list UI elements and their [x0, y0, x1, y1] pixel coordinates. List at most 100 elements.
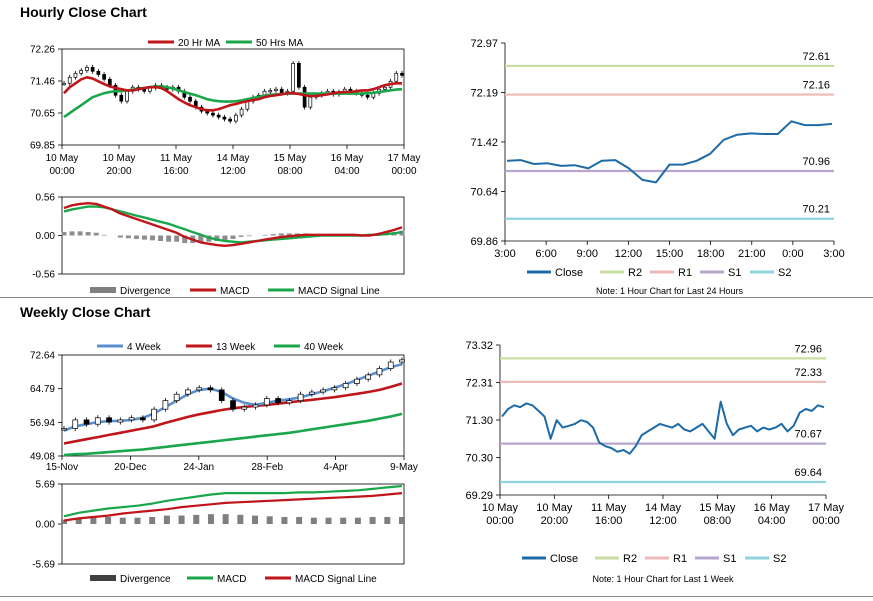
weekly-divergence-bar [193, 514, 200, 524]
hourly-price-candle [268, 90, 273, 93]
weekly-price-candle [106, 417, 112, 423]
weekly-macd-y-tick-label: 5.69 [36, 480, 56, 491]
hourly-price-y-tick-label: 72.26 [30, 45, 55, 56]
weekly-price-candle [263, 398, 270, 406]
legend-weekly-macd-signal-label: MACD Signal Line [295, 574, 377, 585]
hourly-price-x-tick-label: 14 May [217, 153, 250, 164]
weekly-1w-s2-value: 69.64 [794, 467, 822, 479]
hourly-price-x-tick-label: 17 May [388, 153, 421, 164]
hourly-divergence-bar [238, 235, 244, 237]
hourly-24h-x-tick-label: 6:00 [535, 248, 556, 260]
weekly-13-week-line [63, 382, 403, 445]
hourly-price-y-tick-label: 71.46 [30, 77, 55, 88]
hourly-24h-x-tick-label: 18:00 [697, 248, 725, 260]
legend-hourly-macd-label: MACD [220, 286, 249, 297]
hourly-24h-r2-value: 72.61 [802, 51, 830, 63]
weekly-divergence-bar [399, 516, 405, 524]
weekly-divergence-bar [281, 516, 288, 524]
hourly-24h-close-line [506, 120, 833, 184]
hourly-price-x-tick-label: 04:00 [334, 166, 359, 177]
weekly-price-candle [162, 400, 169, 410]
hourly-price-x-tick-label: 00:00 [391, 166, 416, 177]
weekly-1w-r1-value: 72.33 [794, 367, 822, 379]
hourly-24h-y-tick-label: 70.64 [470, 187, 498, 199]
hourly-price-candle [394, 72, 399, 82]
weekly-divergence-bar [178, 515, 185, 524]
weekly-price-y-tick-label: 49.08 [30, 452, 55, 463]
weekly-price-x-tick-label: 15-Nov [46, 462, 78, 473]
hourly-24h-x-tick-label: 9:00 [577, 248, 598, 260]
hourly-price-candle [234, 114, 238, 122]
weekly-price-x-tick-label: 9-May [390, 462, 418, 473]
legend-weekly-macd-label: MACD [217, 574, 246, 585]
hourly-divergence-bar [286, 233, 292, 236]
weekly-price-candle [151, 408, 157, 421]
weekly-price-candle [207, 387, 214, 391]
weekly-divergence-bar [340, 517, 347, 524]
weekly-price-candle [252, 404, 259, 408]
weekly-price-candle [297, 393, 304, 401]
hourly-price-candle [216, 114, 221, 118]
weekly-price-candle [354, 378, 360, 384]
hourly-price-candle [96, 70, 101, 75]
weekly-price-x-tick-label: 28-Feb [251, 462, 283, 473]
hourly-divergence-bar [61, 232, 67, 236]
weekly-price-candle [376, 368, 383, 376]
weekly-divergence-bar [310, 517, 317, 524]
weekly-price-candle [128, 417, 135, 421]
weekly-price-x-tick-label: 24-Jan [184, 462, 215, 473]
hourly-24h-x-tick-label: 0:00 [782, 248, 803, 260]
hourly-price-candle [228, 118, 232, 122]
hourly-50hr-ma-line [63, 85, 403, 119]
weekly-1w-x-tick-label: 17 May [808, 502, 845, 514]
hourly-price-candle [211, 112, 215, 116]
legend-hourly-macd-signal-label: MACD Signal Line [298, 286, 380, 297]
hourly-divergence-bar [230, 235, 236, 239]
weekly-1w-x-tick-label: 00:00 [486, 515, 514, 527]
weekly-1w-x-tick-label: 16 May [754, 502, 791, 514]
hourly-24h-legend-label: S1 [728, 267, 741, 279]
hourly-24h-x-tick-label: 3:00 [494, 248, 515, 260]
hourly-divergence-bar [125, 235, 131, 239]
hourly-24h-x-tick-label: 12:00 [615, 248, 643, 260]
weekly-1w-close-line [501, 400, 825, 455]
hourly-price-candle [222, 116, 227, 120]
weekly-price-plot [61, 354, 405, 457]
weekly-divergence-bar [369, 516, 376, 524]
weekly-divergence-bar [354, 517, 361, 524]
hourly-section-title: Hourly Close Chart [20, 4, 147, 20]
weekly-divergence-bar [237, 514, 244, 524]
hourly-20hr-ma-line [63, 76, 402, 112]
weekly-price-candle [320, 389, 326, 393]
hourly-24h-x-tick-label: 3:00 [823, 248, 844, 260]
weekly-1w-x-tick-label: 08:00 [704, 515, 732, 527]
weekly-divergence-bar [266, 516, 273, 524]
weekly-price-candle [185, 389, 191, 395]
weekly-1w-x-tick-label: 14 May [645, 502, 682, 514]
hourly-24h-note: Note: 1 Hour Chart for Last 24 Hours [596, 286, 744, 296]
hourly-24h-legend-label: R2 [628, 267, 642, 279]
hourly-price-candle [274, 88, 278, 92]
weekly-1w-x-tick-label: 00:00 [812, 515, 840, 527]
hourly-price-x-tick-label: 11 May [160, 153, 192, 164]
hourly-price-candle [188, 96, 192, 102]
hourly-24h-x-tick-label: 21:00 [738, 248, 766, 260]
hourly-price-candle [365, 94, 370, 98]
weekly-divergence-bar [119, 517, 126, 524]
weekly-1w-x-tick-label: 10 May [482, 502, 519, 514]
weekly-price-candle [399, 359, 405, 363]
hourly-price-candle [62, 82, 66, 86]
hourly-macd-y-tick-label: 0.56 [36, 193, 56, 204]
hourly-price-x-tick-label: 12:00 [220, 166, 245, 177]
hourly-divergence-bar [77, 231, 83, 236]
weekly-price-x-tick-label: 4-Apr [323, 462, 348, 473]
weekly-1w-x-tick-label: 10 May [536, 502, 573, 514]
weekly-price-candle [94, 417, 101, 425]
weekly-1w-y-tick-label: 69.29 [465, 490, 493, 502]
hourly-price-candle [382, 86, 387, 90]
hourly-price-candle [73, 72, 78, 78]
hourly-divergence-bar [133, 235, 139, 239]
hourly-24h-s2-value: 70.21 [802, 204, 830, 216]
weekly-divergence-bar [90, 517, 97, 524]
weekly-40-week-line [63, 412, 403, 457]
